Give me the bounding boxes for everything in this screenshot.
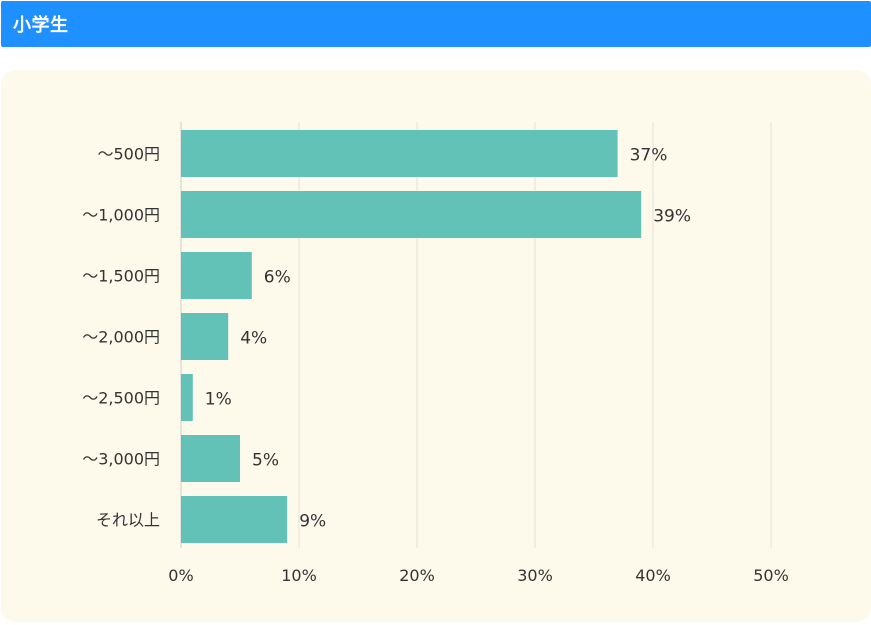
category-label: ～1,500円 bbox=[82, 267, 160, 286]
bar bbox=[181, 191, 642, 238]
value-label: 5% bbox=[252, 451, 279, 471]
category-label: ～3,000円 bbox=[82, 450, 160, 469]
x-tick-label: 10% bbox=[281, 566, 317, 585]
x-tick-label: 40% bbox=[635, 566, 671, 585]
x-tick-label: 50% bbox=[753, 566, 789, 585]
bar bbox=[181, 252, 252, 299]
category-label: それ以上 bbox=[96, 511, 160, 530]
x-tick-label: 20% bbox=[399, 566, 435, 585]
value-label: 6% bbox=[264, 268, 291, 288]
category-label: ～2,500円 bbox=[82, 389, 160, 408]
x-tick-label: 0% bbox=[168, 566, 193, 585]
bar bbox=[181, 130, 618, 177]
header-bar: 小学生 bbox=[1, 1, 871, 47]
value-label: 37% bbox=[630, 146, 668, 166]
x-tick-label: 30% bbox=[517, 566, 553, 585]
category-label: ～2,000円 bbox=[82, 328, 160, 347]
bar bbox=[181, 435, 240, 482]
bar bbox=[181, 496, 288, 543]
value-label: 9% bbox=[299, 512, 326, 532]
category-label: ～1,000円 bbox=[82, 206, 160, 225]
value-label: 1% bbox=[205, 390, 232, 410]
bar bbox=[181, 374, 193, 421]
value-label: 39% bbox=[653, 207, 691, 227]
bar bbox=[181, 313, 229, 360]
category-label: ～500円 bbox=[97, 145, 160, 164]
header-title: 小学生 bbox=[13, 15, 69, 36]
value-label: 4% bbox=[240, 329, 267, 349]
